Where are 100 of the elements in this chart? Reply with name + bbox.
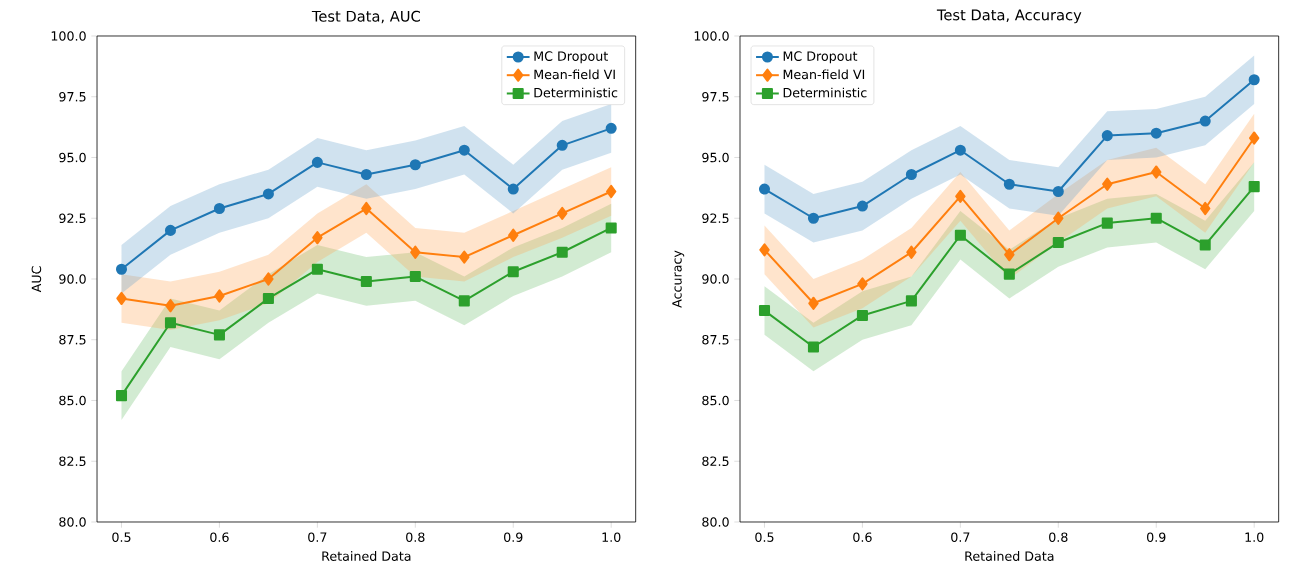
point bbox=[905, 295, 917, 307]
chart-title: Test Data, Accuracy bbox=[936, 9, 1082, 24]
point bbox=[459, 250, 470, 264]
point bbox=[857, 277, 868, 291]
legend-label: MC Dropout bbox=[783, 51, 858, 64]
point bbox=[1003, 268, 1015, 280]
y-axis-title: Accuracy bbox=[672, 250, 685, 308]
x-axis-title: Retained Data bbox=[322, 551, 411, 561]
point bbox=[164, 224, 176, 236]
point bbox=[905, 168, 917, 181]
y-axis-title: AUC bbox=[31, 266, 42, 293]
point bbox=[507, 183, 519, 195]
point bbox=[807, 212, 819, 224]
y-tick-label: 90.0 bbox=[59, 274, 86, 284]
x-axis-title: Retained Data bbox=[965, 551, 1054, 561]
x-tick-label: 1.0 bbox=[1245, 532, 1264, 542]
point bbox=[458, 144, 470, 156]
y-tick-label: 82.5 bbox=[59, 456, 86, 467]
point bbox=[557, 206, 568, 220]
point bbox=[409, 159, 421, 171]
point bbox=[906, 245, 917, 259]
point bbox=[360, 275, 372, 287]
point bbox=[1004, 248, 1015, 262]
y-tick-label: 80.0 bbox=[702, 517, 729, 527]
y-tick-label: 85.0 bbox=[702, 395, 729, 406]
point bbox=[165, 299, 176, 313]
point bbox=[759, 243, 770, 257]
chart-title: Test Data, AUC bbox=[311, 10, 420, 24]
point bbox=[1101, 130, 1113, 142]
point bbox=[556, 246, 568, 258]
legend-label: Mean-field VI bbox=[783, 69, 865, 80]
y-tick-label: 92.5 bbox=[59, 213, 86, 224]
y-tick-label: 85.0 bbox=[59, 395, 86, 406]
y-tick-label: 97.5 bbox=[59, 91, 86, 102]
point bbox=[409, 271, 421, 283]
point bbox=[758, 183, 771, 195]
point bbox=[116, 291, 127, 306]
y-tick-label: 80.0 bbox=[59, 517, 86, 527]
x-tick-label: 0.9 bbox=[504, 532, 523, 542]
point bbox=[164, 317, 176, 329]
point bbox=[1150, 212, 1162, 224]
point bbox=[856, 309, 868, 321]
x-tick-label: 0.8 bbox=[406, 532, 425, 542]
legend-label: MC Dropout bbox=[534, 51, 608, 64]
y-tick-label: 97.5 bbox=[702, 91, 729, 102]
point bbox=[1248, 74, 1260, 86]
point bbox=[758, 305, 771, 317]
legend-label: Deterministic bbox=[534, 87, 618, 98]
point bbox=[954, 229, 966, 241]
point bbox=[1199, 115, 1211, 127]
point bbox=[954, 144, 966, 156]
point bbox=[458, 295, 470, 307]
legend-label: Mean-field VI bbox=[534, 69, 615, 80]
y-tick-label: 87.5 bbox=[59, 334, 86, 345]
point bbox=[1052, 185, 1064, 198]
legend-label: Deterministic bbox=[783, 87, 867, 98]
x-tick-label: 1.0 bbox=[602, 532, 621, 542]
point bbox=[1102, 177, 1113, 191]
x-tick-label: 0.6 bbox=[853, 532, 872, 542]
y-tick-label: 90.0 bbox=[702, 274, 729, 284]
y-tick-label: 95.0 bbox=[59, 152, 86, 163]
point bbox=[808, 296, 819, 310]
point bbox=[605, 222, 617, 234]
point bbox=[360, 168, 372, 181]
point bbox=[1101, 217, 1113, 229]
point bbox=[1200, 201, 1211, 216]
point bbox=[312, 231, 323, 245]
point bbox=[263, 272, 274, 286]
y-tick-label: 87.5 bbox=[702, 334, 729, 345]
point bbox=[605, 122, 617, 134]
y-tick-label: 82.5 bbox=[702, 456, 729, 467]
point bbox=[507, 266, 519, 278]
point bbox=[955, 189, 966, 203]
point bbox=[556, 139, 568, 151]
point bbox=[1052, 237, 1064, 249]
x-tick-label: 0.7 bbox=[951, 532, 970, 542]
point bbox=[856, 200, 868, 212]
point bbox=[262, 292, 274, 304]
point bbox=[115, 263, 128, 275]
x-tick-label: 0.8 bbox=[1049, 532, 1068, 542]
point bbox=[361, 201, 372, 216]
point bbox=[311, 156, 323, 168]
point bbox=[311, 263, 323, 275]
point bbox=[213, 329, 225, 341]
point bbox=[1151, 165, 1162, 179]
x-tick-label: 0.7 bbox=[308, 532, 327, 542]
point bbox=[1053, 211, 1064, 225]
point bbox=[262, 188, 274, 200]
point bbox=[1150, 127, 1162, 139]
point bbox=[605, 184, 617, 199]
x-tick-label: 0.9 bbox=[1147, 532, 1166, 542]
y-tick-label: 92.5 bbox=[702, 213, 729, 224]
y-tick-label: 95.0 bbox=[702, 152, 729, 163]
x-tick-label: 0.6 bbox=[210, 532, 229, 542]
point bbox=[508, 228, 519, 242]
point bbox=[1199, 239, 1211, 251]
point bbox=[1003, 178, 1015, 190]
point bbox=[1248, 131, 1260, 145]
point bbox=[410, 245, 421, 259]
x-tick-label: 0.5 bbox=[112, 532, 131, 542]
